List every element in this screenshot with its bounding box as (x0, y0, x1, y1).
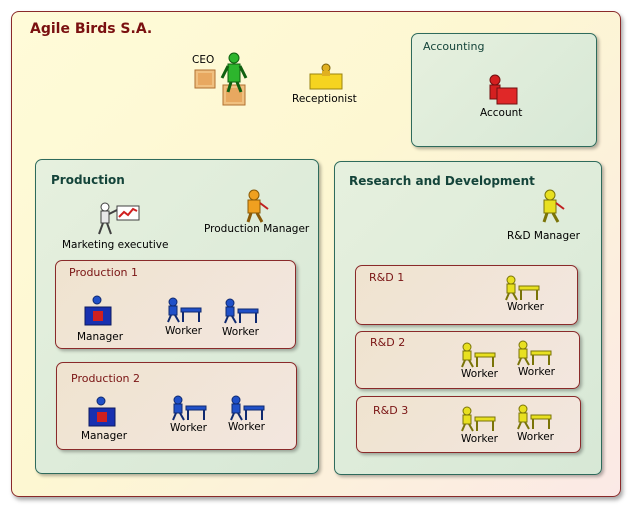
production-title: Production (51, 173, 125, 187)
rnd-3-title: R&D 3 (373, 404, 409, 417)
worker-label: Worker (461, 433, 498, 445)
receptionist-label: Receptionist (292, 93, 357, 105)
company-title: Agile Birds S.A. (30, 21, 153, 37)
account-label: Account (480, 107, 523, 119)
worker-icon[interactable] (459, 406, 497, 432)
rnd-title: Research and Development (349, 174, 535, 188)
worker-icon[interactable] (459, 342, 497, 368)
rnd-manager-label: R&D Manager (507, 230, 580, 242)
worker-label: Worker (165, 325, 202, 337)
receptionist-icon[interactable] (309, 62, 343, 90)
ceo-label: CEO (192, 54, 215, 66)
worker-icon[interactable] (503, 275, 541, 301)
worker-label: Worker (228, 421, 265, 433)
manager-icon[interactable] (86, 396, 120, 428)
production-manager-label: Production Manager (204, 223, 310, 235)
production-2-title: Production 2 (71, 372, 141, 385)
rnd-1-group (355, 265, 578, 325)
worker-icon[interactable] (170, 395, 208, 421)
worker-icon[interactable] (515, 340, 553, 366)
worker-icon[interactable] (228, 395, 266, 421)
marketing-executive-icon[interactable] (93, 202, 141, 236)
worker-icon[interactable] (222, 298, 260, 324)
marketing-executive-label: Marketing executive (62, 239, 169, 251)
manager-label: Manager (81, 430, 128, 442)
accounting-title: Accounting (423, 40, 485, 53)
rnd-1-title: R&D 1 (369, 271, 405, 284)
production-1-title: Production 1 (69, 266, 139, 279)
worker-label: Worker (461, 368, 498, 380)
worker-label: Worker (507, 301, 544, 313)
manager-icon[interactable] (82, 295, 116, 327)
worker-label: Worker (518, 366, 555, 378)
worker-label: Worker (222, 326, 259, 338)
ceo-icon[interactable] (193, 52, 251, 108)
worker-icon[interactable] (515, 404, 553, 430)
manager-label: Manager (77, 331, 124, 343)
production-manager-icon[interactable] (238, 189, 272, 223)
worker-icon[interactable] (165, 297, 203, 323)
rnd-manager-icon[interactable] (534, 189, 568, 223)
rnd-2-title: R&D 2 (370, 336, 406, 349)
account-icon[interactable] (485, 74, 519, 106)
worker-label: Worker (517, 431, 554, 443)
worker-label: Worker (170, 422, 207, 434)
